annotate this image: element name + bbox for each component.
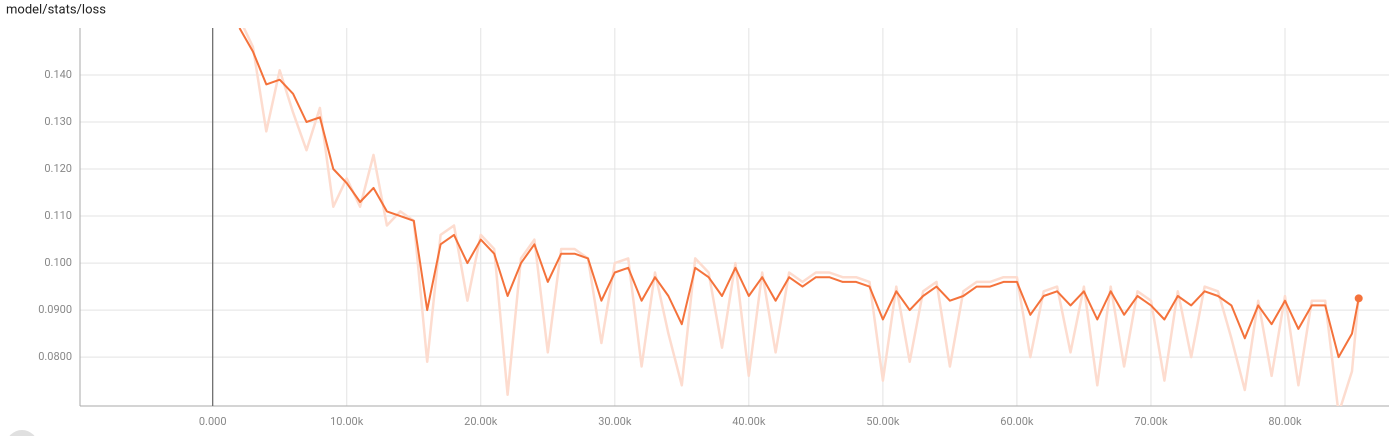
y-tick-label: 0.140 [44,68,72,81]
x-tick-label: 70.00k [1134,415,1168,428]
series-line [238,28,1360,359]
y-tick-label: 0.120 [44,162,72,175]
chart-title: model/stats/loss [6,2,106,17]
plot-area [238,28,1363,406]
x-tick-label: 40.00k [732,415,766,428]
x-tick-label: 20.00k [464,415,498,428]
y-tick-label: 0.0800 [38,350,72,363]
y-tick-label: 0.130 [44,115,72,128]
y-tick-label: 0.100 [44,256,72,269]
x-tick-label: 0.000 [199,415,227,428]
x-tick-label: 30.00k [598,415,632,428]
y-tick-label: 0.110 [44,209,72,222]
x-tick-label: 60.00k [1000,415,1034,428]
x-tick-label: 50.00k [866,415,900,428]
x-tick-label: 80.00k [1268,415,1302,428]
settings-button[interactable] [6,430,38,436]
y-tick-label: 0.0900 [38,303,72,316]
last-point [1354,294,1363,303]
x-tick-label: 10.00k [330,415,364,428]
series-line [242,28,1360,406]
